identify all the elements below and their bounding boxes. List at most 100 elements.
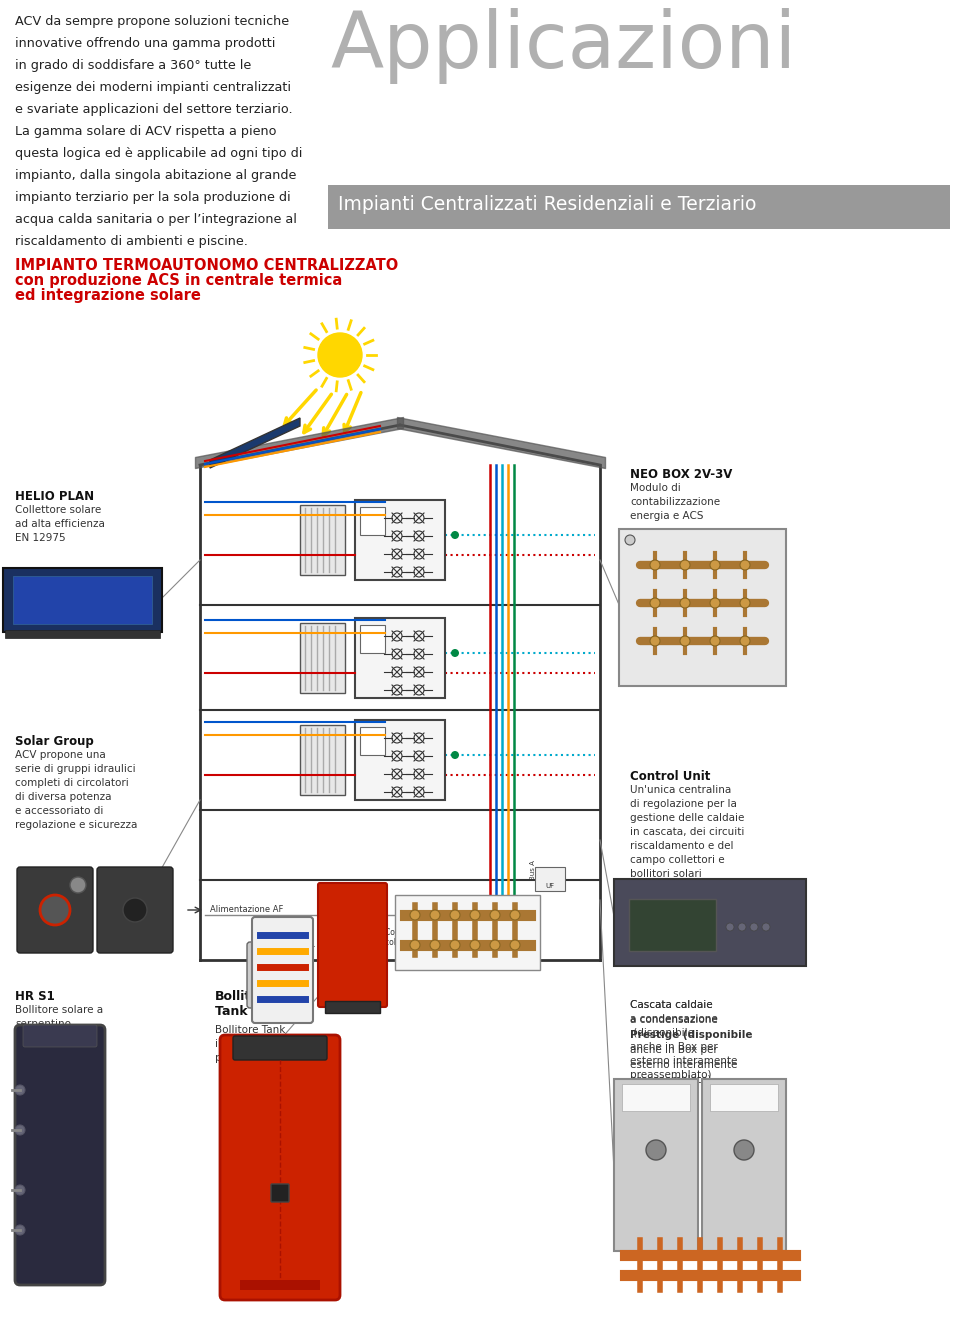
FancyBboxPatch shape — [240, 1280, 320, 1290]
Circle shape — [710, 559, 720, 570]
Circle shape — [15, 1125, 25, 1135]
Circle shape — [710, 598, 720, 607]
Text: Cascata caldaie
a condensazione
 (disponibile
anche in Box per
esterno interamen: Cascata caldaie a condensazione (disponi… — [630, 1000, 737, 1080]
Circle shape — [123, 898, 147, 922]
FancyBboxPatch shape — [17, 866, 93, 953]
FancyBboxPatch shape — [318, 882, 387, 1007]
FancyBboxPatch shape — [300, 623, 345, 693]
Text: IMPIANTO TERMOAUTONOMO CENTRALIZZATO: IMPIANTO TERMOAUTONOMO CENTRALIZZATO — [15, 258, 398, 272]
Circle shape — [451, 531, 459, 539]
Text: Valvola di
by-pass N.C.: Valvola di by-pass N.C. — [268, 930, 316, 949]
Text: acqua calda sanitaria o per l’integrazione al: acqua calda sanitaria o per l’integrazio… — [15, 214, 297, 226]
FancyBboxPatch shape — [395, 894, 540, 971]
Circle shape — [451, 649, 459, 657]
Polygon shape — [210, 418, 300, 469]
Text: Impianti Centralizzati Residenziali e Terziario: Impianti Centralizzati Residenziali e Te… — [338, 195, 756, 215]
Circle shape — [510, 940, 520, 951]
FancyBboxPatch shape — [252, 917, 313, 1023]
FancyBboxPatch shape — [325, 1001, 380, 1013]
FancyBboxPatch shape — [355, 720, 445, 800]
Text: Applicazioni: Applicazioni — [330, 8, 796, 84]
Circle shape — [490, 910, 500, 920]
Circle shape — [430, 940, 440, 951]
Circle shape — [15, 1185, 25, 1195]
Circle shape — [15, 1085, 25, 1095]
Circle shape — [490, 940, 500, 951]
Text: Bollitore solare a
serpentino: Bollitore solare a serpentino — [15, 1005, 103, 1029]
Circle shape — [680, 559, 690, 570]
FancyBboxPatch shape — [629, 898, 716, 951]
Text: ACV propone una
serie di gruppi idraulici
completi di circolatori
di diversa pot: ACV propone una serie di gruppi idraulic… — [15, 750, 137, 830]
Text: La gamma solare di ACV rispetta a pieno: La gamma solare di ACV rispetta a pieno — [15, 125, 276, 138]
Text: innovative offrendo una gamma prodotti: innovative offrendo una gamma prodotti — [15, 37, 276, 49]
FancyBboxPatch shape — [233, 1036, 327, 1060]
Circle shape — [650, 559, 660, 570]
Circle shape — [650, 598, 660, 607]
FancyBboxPatch shape — [710, 1084, 778, 1111]
Text: anche in Box per: anche in Box per — [630, 1045, 718, 1055]
Circle shape — [450, 940, 460, 951]
FancyBboxPatch shape — [328, 186, 950, 230]
Circle shape — [450, 910, 460, 920]
FancyBboxPatch shape — [355, 618, 445, 698]
Circle shape — [680, 598, 690, 607]
FancyBboxPatch shape — [614, 878, 806, 967]
Circle shape — [740, 598, 750, 607]
Circle shape — [510, 910, 520, 920]
Text: preassemblato): preassemblato) — [630, 1075, 711, 1085]
Text: Bollitore
Tank in Tank: Bollitore Tank in Tank — [215, 991, 302, 1019]
Text: Control Unit: Control Unit — [630, 770, 710, 784]
FancyBboxPatch shape — [271, 1184, 289, 1202]
Circle shape — [625, 535, 635, 545]
FancyBboxPatch shape — [614, 1079, 698, 1251]
Text: esigenze dei moderni impianti centralizzati: esigenze dei moderni impianti centralizz… — [15, 81, 291, 93]
Text: UF: UF — [545, 882, 555, 889]
Circle shape — [734, 1140, 754, 1160]
FancyBboxPatch shape — [3, 567, 162, 631]
Text: con produzione ACS in centrale termica: con produzione ACS in centrale termica — [15, 272, 343, 288]
Text: Prestige (disponibile: Prestige (disponibile — [630, 1031, 753, 1040]
FancyBboxPatch shape — [702, 1079, 786, 1251]
Text: impianto, dalla singola abitazione al grande: impianto, dalla singola abitazione al gr… — [15, 170, 297, 182]
Circle shape — [15, 1226, 25, 1235]
FancyBboxPatch shape — [355, 501, 445, 579]
Circle shape — [740, 559, 750, 570]
Circle shape — [70, 877, 86, 893]
Circle shape — [318, 332, 362, 376]
Text: esterno interamente: esterno interamente — [630, 1060, 737, 1069]
Circle shape — [470, 940, 480, 951]
Text: in grado di soddisfare a 360° tutte le: in grado di soddisfare a 360° tutte le — [15, 59, 252, 72]
FancyBboxPatch shape — [13, 575, 152, 623]
Circle shape — [451, 752, 459, 760]
FancyBboxPatch shape — [5, 630, 160, 638]
Text: HELIO PLAN: HELIO PLAN — [15, 490, 94, 503]
Text: Collegamento sonde
collettori solari: Collegamento sonde collettori solari — [385, 928, 464, 948]
Circle shape — [40, 894, 70, 925]
FancyBboxPatch shape — [360, 507, 385, 535]
Text: Cascata caldaie: Cascata caldaie — [630, 1000, 712, 1011]
Text: a condensazione: a condensazione — [630, 1015, 718, 1025]
Circle shape — [650, 635, 660, 646]
Circle shape — [726, 922, 734, 930]
FancyBboxPatch shape — [619, 529, 786, 686]
FancyBboxPatch shape — [97, 866, 173, 953]
Text: Bollitore Tank
in Tank per
produzione ACS: Bollitore Tank in Tank per produzione AC… — [215, 1025, 298, 1063]
Text: HR S1: HR S1 — [15, 991, 55, 1003]
Circle shape — [762, 922, 770, 930]
Text: e svariate applicazioni del settore terziario.: e svariate applicazioni del settore terz… — [15, 103, 293, 116]
Text: riscaldamento di ambienti e piscine.: riscaldamento di ambienti e piscine. — [15, 235, 248, 248]
FancyBboxPatch shape — [247, 943, 281, 1008]
FancyBboxPatch shape — [300, 505, 345, 575]
FancyBboxPatch shape — [535, 866, 565, 890]
Text: Collettore solare
ad alta efficienza
EN 12975: Collettore solare ad alta efficienza EN … — [15, 505, 105, 543]
Text: NEO BOX 2V-3V: NEO BOX 2V-3V — [630, 469, 732, 481]
FancyBboxPatch shape — [23, 1025, 97, 1047]
Text: Un'unica centralina
di regolazione per la
gestione delle caldaie
in cascata, dei: Un'unica centralina di regolazione per l… — [630, 785, 744, 878]
Text: impianto terziario per la sola produzione di: impianto terziario per la sola produzion… — [15, 191, 291, 204]
FancyBboxPatch shape — [15, 1025, 105, 1286]
Circle shape — [646, 1140, 666, 1160]
Circle shape — [738, 922, 746, 930]
Text: Alimentazione AF: Alimentazione AF — [210, 905, 283, 914]
FancyBboxPatch shape — [360, 728, 385, 756]
Circle shape — [750, 922, 758, 930]
